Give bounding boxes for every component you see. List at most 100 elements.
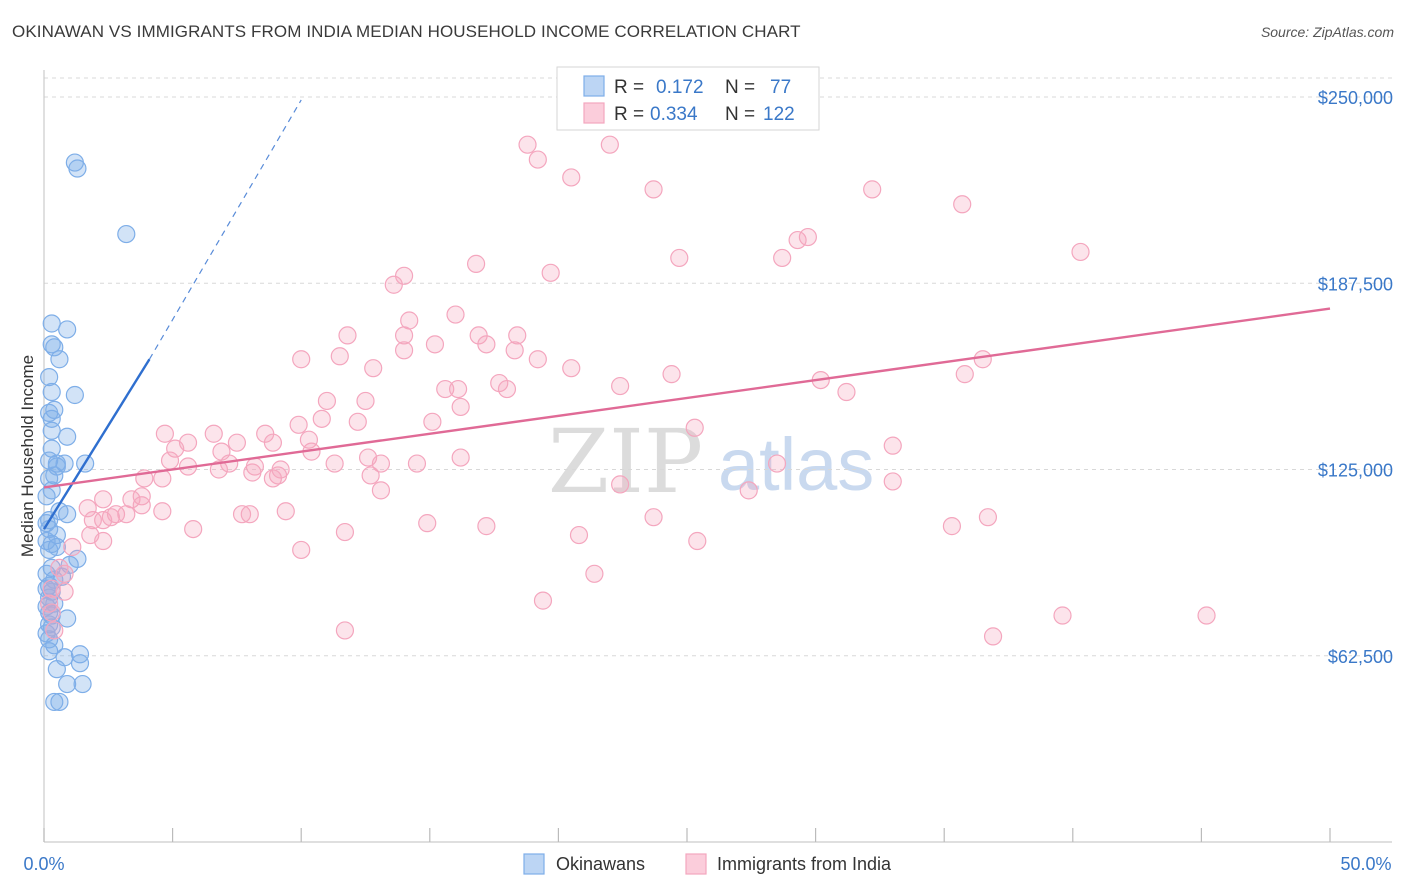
stats-r-label-okinawans: R = — [614, 77, 644, 98]
point-india-36 — [611, 376, 630, 396]
point-india-97 — [94, 511, 113, 530]
point-india-25 — [505, 341, 524, 360]
point-india-46 — [423, 412, 442, 431]
point-india-111 — [585, 564, 604, 583]
point-india-27 — [292, 350, 311, 369]
point-india-2 — [528, 150, 547, 169]
point-okinawans-1 — [68, 159, 87, 178]
point-india-109 — [50, 558, 69, 577]
point-india-80 — [371, 481, 391, 500]
point-india-47 — [289, 415, 308, 434]
y-tick-labels: $62,500 $125,000 $187,500 $250,000 — [1318, 88, 1393, 667]
point-india-90 — [232, 505, 252, 524]
point-india-10 — [670, 248, 689, 268]
point-india-23 — [477, 335, 496, 354]
point-india-55 — [263, 433, 283, 452]
point-india-116 — [42, 603, 61, 622]
point-okinawans-5 — [42, 335, 61, 354]
point-india-61 — [451, 448, 470, 467]
stats-n-label-india: N = — [725, 104, 755, 125]
point-okinawans-3 — [42, 314, 61, 333]
point-india-24 — [394, 341, 414, 360]
trend-line-okinawans — [42, 358, 151, 530]
point-okinawans-52 — [42, 618, 61, 637]
point-india-38 — [448, 379, 468, 399]
y-axis-label: Median Household Income — [18, 355, 37, 557]
legend-label-okinawans: Okinawans — [556, 854, 645, 874]
point-india-72 — [243, 463, 262, 482]
source-credit: Source: ZipAtlas.com — [1260, 24, 1394, 40]
y-tick-label-1: $125,000 — [1318, 461, 1393, 481]
stats-box: R = 0.172 N = 77 R = 0.334 N = 122 — [556, 66, 820, 131]
point-india-12 — [466, 254, 486, 273]
point-india-18 — [338, 326, 357, 345]
point-okinawans-9 — [42, 382, 61, 402]
point-okinawans-60 — [47, 660, 66, 679]
point-india-114 — [533, 591, 553, 610]
point-india-33 — [662, 365, 681, 384]
point-india-3 — [562, 168, 581, 187]
point-india-92 — [276, 502, 295, 521]
point-india-107 — [292, 540, 311, 560]
point-india-117 — [1053, 606, 1072, 625]
trend-dashed-okinawans — [148, 99, 302, 360]
point-india-14 — [394, 266, 414, 285]
point-india-86 — [153, 502, 172, 521]
y-tick-label-2: $187,500 — [1318, 274, 1393, 294]
point-okinawans-25 — [37, 487, 56, 506]
point-india-67 — [407, 454, 427, 473]
point-india-40 — [837, 382, 856, 402]
point-india-113 — [55, 582, 74, 601]
point-india-4 — [644, 180, 663, 199]
stats-r-value-india: 0.334 — [650, 104, 698, 125]
axes — [43, 70, 1392, 843]
point-okinawans-2 — [117, 224, 136, 244]
point-okinawans-4 — [58, 320, 77, 339]
watermark-atlas: atlas — [718, 423, 874, 506]
point-india-52 — [299, 430, 319, 449]
point-india-65 — [371, 454, 391, 473]
point-india-49 — [155, 424, 174, 443]
stats-swatch-india — [583, 102, 605, 124]
point-india-96 — [83, 511, 102, 530]
point-india-21 — [508, 326, 527, 345]
point-india-71 — [209, 460, 228, 479]
point-india-44 — [312, 409, 331, 428]
point-okinawans-59 — [70, 654, 90, 673]
point-india-68 — [767, 454, 787, 473]
point-okinawans-14 — [42, 421, 61, 440]
y-tick-label-3: $250,000 — [1318, 88, 1393, 108]
point-india-100 — [942, 517, 962, 536]
stats-n-label-okinawans: N = — [725, 77, 755, 98]
point-india-54 — [227, 433, 246, 452]
point-india-48 — [685, 418, 704, 437]
point-india-0 — [518, 135, 537, 154]
point-india-6 — [953, 195, 972, 214]
y-tick-label-0: $62,500 — [1328, 647, 1393, 667]
point-india-16 — [446, 305, 465, 324]
point-india-106 — [688, 531, 707, 551]
point-india-1 — [600, 135, 619, 154]
point-india-39 — [497, 379, 517, 399]
point-india-85 — [132, 496, 151, 515]
point-india-75 — [361, 466, 380, 485]
point-india-7 — [798, 227, 817, 247]
point-india-5 — [863, 180, 882, 199]
chart-title: OKINAWAN VS IMMIGRANTS FROM INDIA MEDIAN… — [12, 22, 801, 41]
stats-r-value-okinawans: 0.172 — [656, 77, 704, 98]
point-india-77 — [263, 469, 283, 488]
point-india-15 — [384, 275, 403, 294]
legend-label-india: Immigrants from India — [717, 854, 892, 874]
point-india-66 — [325, 454, 344, 473]
x-ticks — [43, 828, 1331, 842]
point-india-56 — [166, 439, 185, 458]
point-okinawans-56 — [40, 642, 59, 661]
point-india-50 — [204, 424, 223, 443]
point-okinawans-62 — [73, 674, 92, 694]
point-india-74 — [268, 466, 288, 485]
stats-r-label-india: R = — [614, 104, 644, 125]
point-india-9 — [1071, 242, 1090, 262]
point-okinawans-15 — [58, 427, 77, 446]
stats-n-value-india: 122 — [763, 104, 795, 125]
